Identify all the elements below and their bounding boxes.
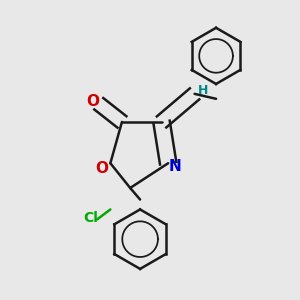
Text: O: O [96, 161, 109, 176]
Text: O: O [86, 94, 99, 109]
Text: H: H [198, 84, 208, 97]
Text: N: N [169, 159, 182, 174]
Text: Cl: Cl [83, 211, 98, 225]
